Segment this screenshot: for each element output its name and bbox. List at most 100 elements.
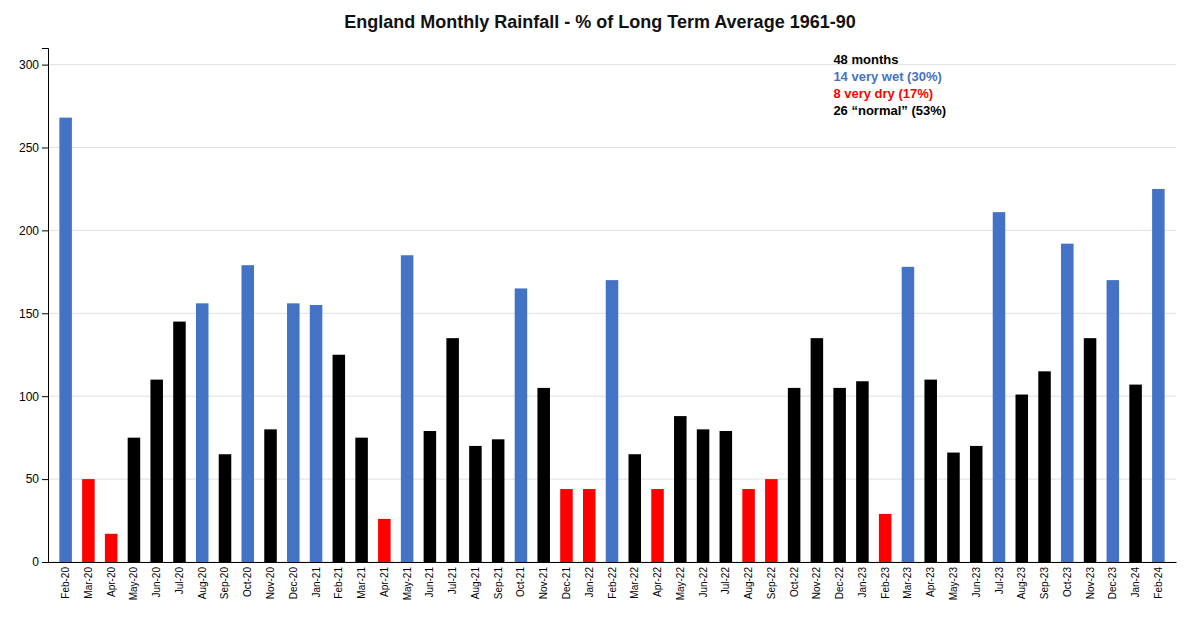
x-tick: Jul-23 bbox=[994, 562, 1005, 594]
bar bbox=[128, 438, 141, 562]
x-tick: Oct-23 bbox=[1062, 562, 1073, 597]
x-tick: Jan-24 bbox=[1130, 562, 1141, 598]
x-tick: May-22 bbox=[675, 562, 686, 600]
x-tick-label: Mar-21 bbox=[356, 567, 367, 599]
x-tick-label: Jul-22 bbox=[720, 567, 731, 595]
x-tick-label: Jul-23 bbox=[994, 567, 1005, 595]
x-axis-line bbox=[49, 562, 1177, 563]
x-tick: Jun-23 bbox=[971, 562, 982, 598]
bar bbox=[310, 305, 323, 562]
x-tick: Feb-21 bbox=[333, 562, 344, 599]
x-tick: Aug-22 bbox=[743, 562, 754, 599]
bar bbox=[674, 416, 687, 562]
x-tick-label: Apr-21 bbox=[379, 567, 390, 597]
y-tick: 50 bbox=[26, 472, 48, 486]
bar bbox=[720, 431, 733, 562]
x-tick-label: Mar-22 bbox=[629, 567, 640, 599]
y-tick-label: 50 bbox=[26, 472, 40, 486]
y-tick-mark bbox=[42, 396, 48, 397]
bar bbox=[924, 380, 937, 562]
x-tick: Apr-20 bbox=[106, 562, 117, 597]
x-tick: Dec-21 bbox=[561, 562, 572, 599]
x-tick-label: Nov-23 bbox=[1085, 567, 1096, 600]
y-tick-label: 300 bbox=[19, 58, 39, 72]
bar bbox=[856, 381, 869, 562]
x-tick-label: Aug-21 bbox=[470, 567, 481, 600]
x-tick-label: Feb-22 bbox=[607, 567, 618, 599]
y-tick-label: 150 bbox=[19, 307, 39, 321]
bar bbox=[1152, 189, 1165, 562]
x-tick: Jan-21 bbox=[311, 562, 322, 598]
x-tick-label: Aug-20 bbox=[197, 567, 208, 600]
x-tick: Apr-23 bbox=[925, 562, 936, 597]
x-tick-label: Jul-21 bbox=[447, 567, 458, 595]
x-tick: Dec-22 bbox=[834, 562, 845, 599]
bar bbox=[264, 429, 277, 562]
bar bbox=[150, 380, 163, 562]
x-tick-label: Dec-22 bbox=[834, 567, 845, 600]
bar bbox=[1129, 385, 1142, 562]
bar bbox=[970, 446, 983, 562]
y-tick-label: 200 bbox=[19, 224, 39, 238]
x-tick-label: Jan-23 bbox=[857, 567, 868, 598]
bar bbox=[742, 489, 755, 562]
x-tick-label: May-23 bbox=[948, 567, 959, 601]
x-tick-label: Mar-20 bbox=[83, 567, 94, 599]
y-tick-mark bbox=[42, 65, 48, 66]
x-tick-label: Jul-20 bbox=[174, 567, 185, 595]
annotations: 48 months14 very wet (30%)8 very dry (17… bbox=[833, 52, 946, 118]
bar bbox=[219, 454, 232, 562]
x-tick-label: Jan-24 bbox=[1130, 567, 1141, 598]
y-tick-mark bbox=[42, 313, 48, 314]
x-tick-label: Jun-23 bbox=[971, 567, 982, 598]
x-tick: Apr-22 bbox=[652, 562, 663, 597]
grid bbox=[48, 65, 1176, 562]
bar bbox=[1084, 338, 1097, 562]
x-axis: Feb-20Mar-20Apr-20May-20Jun-20Jul-20Aug-… bbox=[49, 562, 1177, 600]
x-tick-label: Jun-21 bbox=[424, 567, 435, 598]
chart: England Monthly Rainfall - % of Long Ter… bbox=[0, 0, 1200, 618]
plot: 050100150200250300Feb-20Mar-20Apr-20May-… bbox=[19, 49, 1177, 601]
bar bbox=[492, 439, 505, 562]
y-tick: 300 bbox=[19, 58, 48, 72]
x-tick-label: Nov-21 bbox=[538, 567, 549, 600]
y-axis-line bbox=[42, 49, 49, 563]
x-tick-label: May-22 bbox=[675, 567, 686, 601]
x-tick: Dec-20 bbox=[288, 562, 299, 599]
y-tick: 250 bbox=[19, 141, 48, 155]
y-tick-label: 100 bbox=[19, 390, 39, 404]
y-tick: 100 bbox=[19, 390, 48, 404]
x-tick-label: Dec-20 bbox=[288, 567, 299, 600]
title: England Monthly Rainfall - % of Long Ter… bbox=[344, 12, 855, 32]
x-tick: Oct-20 bbox=[242, 562, 253, 597]
x-tick: Jan-22 bbox=[584, 562, 595, 598]
bar bbox=[583, 489, 596, 562]
x-tick: Nov-21 bbox=[538, 562, 549, 599]
grid-line bbox=[48, 64, 1176, 65]
x-tick-label: Dec-23 bbox=[1107, 567, 1118, 600]
bar bbox=[879, 514, 892, 562]
bar bbox=[469, 446, 482, 562]
x-tick: Nov-20 bbox=[265, 562, 276, 599]
x-tick: Apr-21 bbox=[379, 562, 390, 597]
bar bbox=[811, 338, 824, 562]
x-tick: Jan-23 bbox=[857, 562, 868, 598]
x-tick-label: Jan-22 bbox=[584, 567, 595, 598]
x-tick: May-23 bbox=[948, 562, 959, 600]
x-tick: Jun-21 bbox=[424, 562, 435, 598]
x-tick: Jul-21 bbox=[447, 562, 458, 594]
x-tick: Feb-23 bbox=[880, 562, 891, 599]
bar bbox=[1016, 395, 1029, 562]
x-tick-label: Feb-20 bbox=[60, 567, 71, 599]
x-tick-label: Oct-20 bbox=[242, 567, 253, 597]
bar bbox=[173, 322, 186, 562]
bar bbox=[1061, 244, 1074, 562]
bar bbox=[697, 429, 710, 562]
x-tick-label: Oct-21 bbox=[515, 567, 526, 597]
bar bbox=[196, 303, 209, 562]
grid-line bbox=[48, 147, 1176, 148]
annotation: 48 months bbox=[833, 52, 898, 67]
x-tick: Jun-20 bbox=[151, 562, 162, 598]
bars bbox=[59, 118, 1164, 562]
bar bbox=[82, 479, 95, 562]
